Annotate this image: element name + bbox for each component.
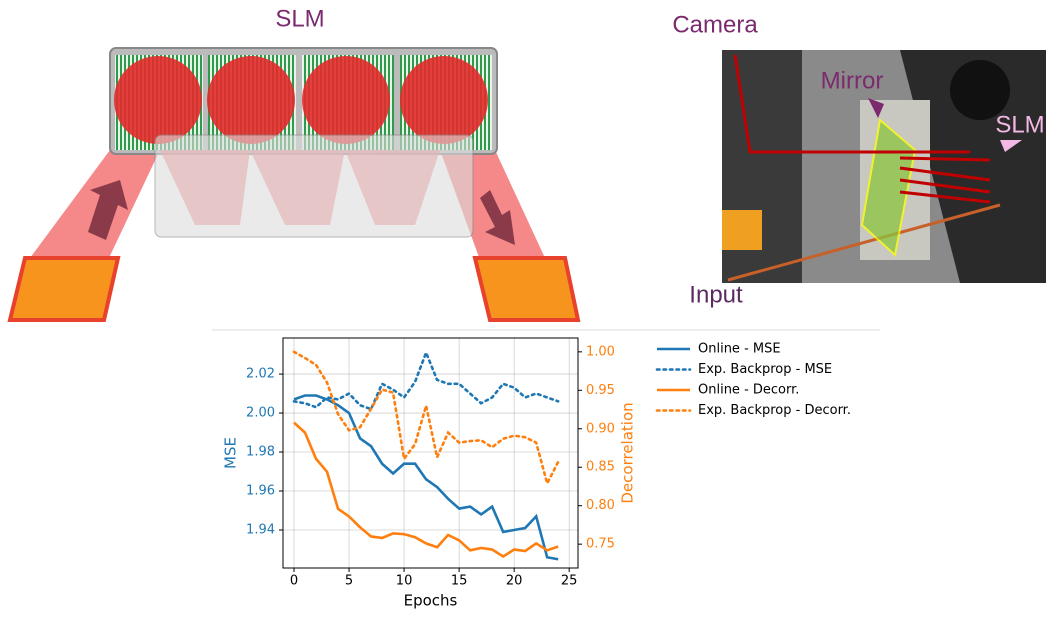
series-line	[294, 352, 558, 484]
input-label: Input	[689, 281, 743, 308]
plot-frame	[283, 338, 578, 568]
x-axis-label: Epochs	[404, 592, 458, 610]
y-tick-label: 1.96	[246, 484, 275, 499]
y2-tick-label: 0.95	[586, 383, 615, 398]
y-tick-label: 2.00	[246, 406, 275, 421]
y-tick-label: 2.02	[246, 367, 275, 382]
y2-tick-label: 0.90	[586, 421, 615, 436]
camera-label: Camera	[672, 11, 758, 38]
slm-label: SLM	[275, 5, 324, 32]
y-tick-label: 1.94	[246, 522, 275, 537]
y2-tick-label: 0.85	[586, 460, 615, 475]
slm-photo-label: SLM	[995, 111, 1044, 138]
slm-diagram: SLM	[10, 5, 580, 320]
series-line	[294, 423, 558, 557]
legend-label: Exp. Backprop - MSE	[698, 362, 832, 377]
camera-sensor	[475, 258, 578, 320]
series-line	[294, 396, 558, 560]
x-tick-label: 0	[290, 574, 298, 589]
x-tick-label: 15	[451, 574, 468, 589]
y-axis-label: MSE	[222, 437, 240, 469]
x-tick-label: 10	[396, 574, 413, 589]
x-tick-label: 20	[506, 574, 523, 589]
mirror-label: Mirror	[821, 67, 884, 94]
x-tick-label: 5	[345, 574, 353, 589]
legend-label: Online - MSE	[698, 342, 781, 357]
legend-label: Online - Decorr.	[698, 383, 799, 398]
y-tick-label: 1.98	[246, 445, 275, 460]
chart: 0 5 10 15 20 25 1.94 1.96 1.98 2.00 2.02 0.75 0.80 0.…	[222, 338, 851, 610]
y2-tick-label: 0.80	[586, 498, 615, 513]
x-tick-label: 25	[561, 574, 578, 589]
figure: SLM Camera Mirror SLM Input 0 5 10 15 20 25 1.…	[0, 0, 1058, 613]
legend-label: Exp. Backprop - Decorr.	[698, 403, 851, 418]
y2-tick-label: 0.75	[586, 537, 615, 552]
y2-axis-label: Decorrelation	[619, 402, 637, 503]
setup-photo: Camera Mirror SLM Input	[672, 11, 1046, 308]
input-source	[10, 258, 118, 320]
y2-tick-label: 1.00	[586, 344, 615, 359]
glass-plate	[155, 135, 473, 237]
